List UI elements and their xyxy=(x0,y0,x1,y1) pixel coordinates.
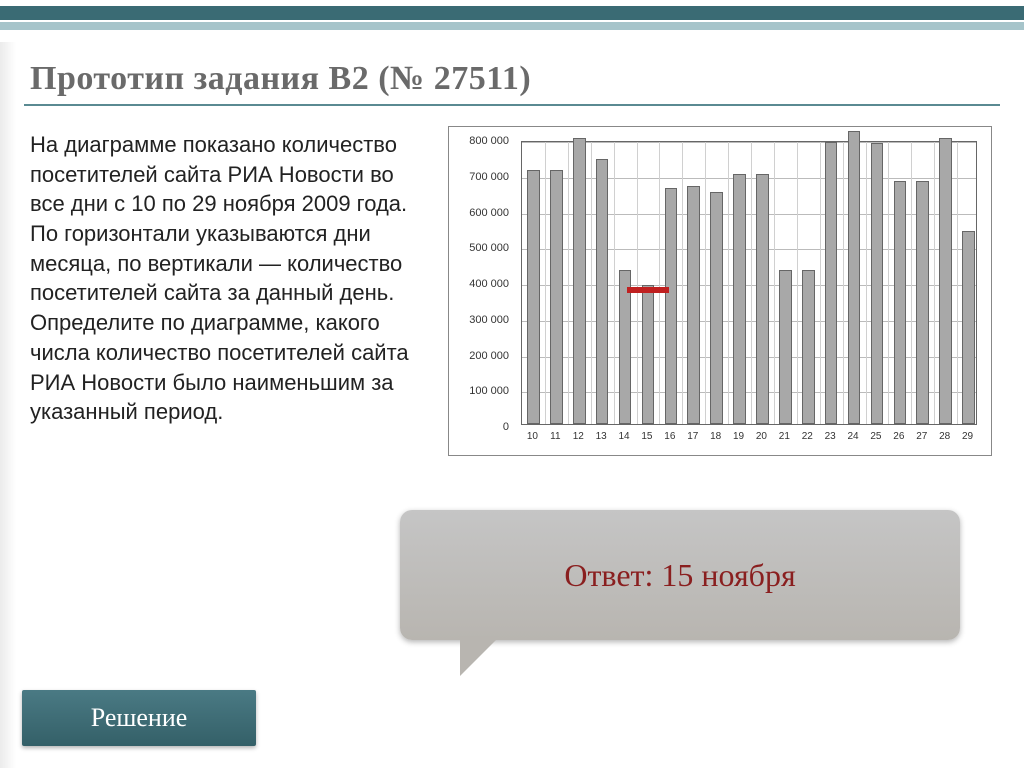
y-axis-label: 200 000 xyxy=(449,350,509,362)
chart-bar xyxy=(756,174,769,424)
y-axis-label: 800 000 xyxy=(449,135,509,147)
x-axis-label: 14 xyxy=(618,431,629,442)
top-decorative-border xyxy=(0,0,1024,42)
chart-bar xyxy=(848,131,861,424)
x-axis-label: 19 xyxy=(733,431,744,442)
chart-bar xyxy=(527,170,540,424)
chart-bar xyxy=(550,170,563,424)
chart-bar xyxy=(894,181,907,424)
y-axis-label: 500 000 xyxy=(449,242,509,254)
x-axis-label: 16 xyxy=(664,431,675,442)
x-axis-label: 11 xyxy=(550,431,560,442)
answer-text: Ответ: 15 ноября xyxy=(564,557,795,594)
chart-bar xyxy=(687,186,700,424)
chart-bar xyxy=(871,143,884,424)
x-axis-label: 26 xyxy=(893,431,904,442)
chart-bar xyxy=(619,270,632,424)
x-axis-label: 25 xyxy=(870,431,881,442)
chart-bar xyxy=(596,159,609,424)
x-axis-label: 22 xyxy=(802,431,813,442)
chart-bar xyxy=(642,285,655,424)
chart-bar xyxy=(710,192,723,424)
x-axis-label: 10 xyxy=(527,431,538,442)
x-axis-label: 18 xyxy=(710,431,721,442)
x-axis-label: 13 xyxy=(596,431,607,442)
x-axis-label: 28 xyxy=(939,431,950,442)
problem-text: На диаграмме показано количество посетит… xyxy=(30,126,430,456)
chart-bar xyxy=(802,270,815,424)
solution-button-label: Решение xyxy=(91,703,188,733)
y-axis-label: 700 000 xyxy=(449,171,509,183)
chart-bar xyxy=(665,188,678,424)
x-axis-label: 24 xyxy=(847,431,858,442)
visitors-chart: 0 100 000 200 000 300 000 400 000 500 000 600 … xyxy=(448,126,992,456)
solution-button[interactable]: Решение xyxy=(22,690,256,746)
x-axis-label: 27 xyxy=(916,431,927,442)
y-axis-label: 0 xyxy=(449,421,509,433)
x-axis-label: 21 xyxy=(779,431,790,442)
left-shadow xyxy=(0,42,16,768)
chart-bar xyxy=(779,270,792,424)
chart-bar xyxy=(573,138,586,424)
answer-bubble: Ответ: 15 ноября xyxy=(400,510,960,640)
y-axis-label: 400 000 xyxy=(449,278,509,290)
page-title: Прототип задания B2 (№ 27511) xyxy=(0,42,1024,104)
content-area: На диаграмме показано количество посетит… xyxy=(0,106,1024,456)
x-axis-label: 20 xyxy=(756,431,767,442)
x-axis-label: 29 xyxy=(962,431,973,442)
x-axis-label: 12 xyxy=(573,431,584,442)
x-axis-label: 23 xyxy=(825,431,836,442)
chart-bar xyxy=(939,138,952,424)
chart-bar xyxy=(916,181,929,424)
min-value-marker xyxy=(627,287,668,293)
chart-bar xyxy=(733,174,746,424)
y-axis-label: 300 000 xyxy=(449,314,509,326)
y-axis-label: 600 000 xyxy=(449,207,509,219)
chart-bar xyxy=(962,231,975,424)
x-axis-label: 15 xyxy=(641,431,652,442)
chart-bar xyxy=(825,142,838,424)
y-axis-label: 100 000 xyxy=(449,385,509,397)
x-axis-label: 17 xyxy=(687,431,698,442)
